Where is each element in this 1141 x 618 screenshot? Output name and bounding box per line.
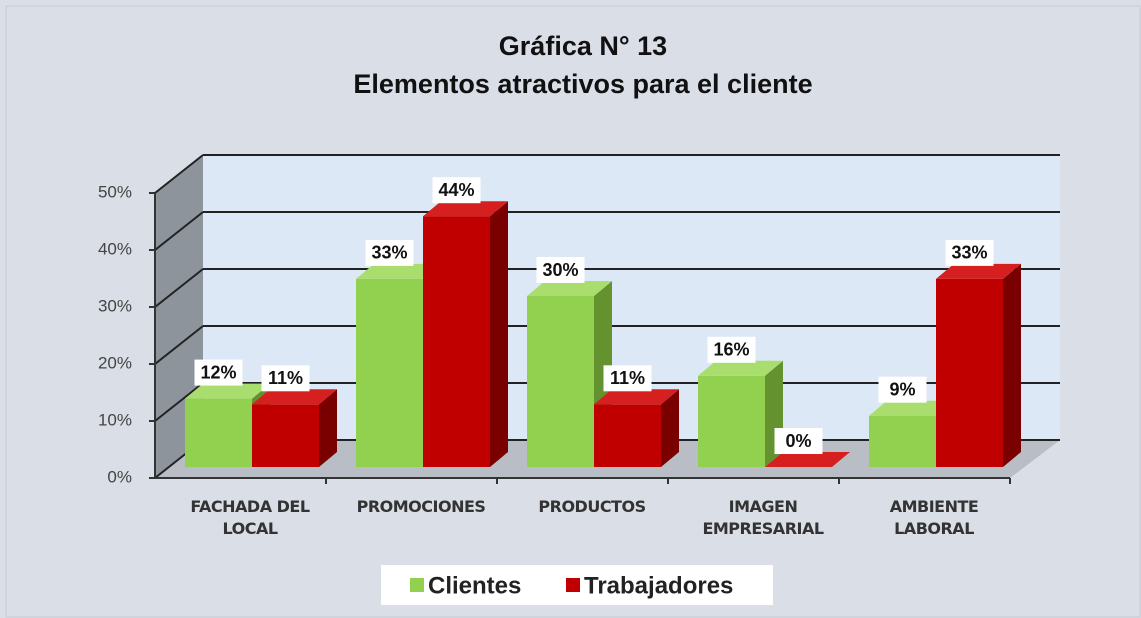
bar-top xyxy=(698,360,783,376)
data-label: 12% xyxy=(200,362,236,382)
grid-line xyxy=(154,154,204,194)
bar-top xyxy=(527,281,612,296)
bar-top xyxy=(594,389,679,405)
y-tick-label: 50% xyxy=(98,182,132,201)
label-bg xyxy=(261,365,310,392)
y-tick-label: 10% xyxy=(98,410,132,429)
bar-side xyxy=(1003,263,1021,467)
bar-front xyxy=(527,296,594,467)
grid-line xyxy=(154,325,204,365)
bar-front xyxy=(252,404,319,467)
label-bg xyxy=(945,239,994,266)
label-bg xyxy=(707,336,756,363)
bar-top xyxy=(423,201,508,217)
bar-side xyxy=(319,389,337,467)
bar-front xyxy=(356,278,423,467)
bar-top xyxy=(185,383,270,399)
bar-front xyxy=(594,404,661,467)
data-label: 44% xyxy=(438,180,474,200)
legend-swatch xyxy=(566,578,580,592)
y-tick-label: 20% xyxy=(98,353,132,372)
data-label: 16% xyxy=(713,340,749,360)
x-tick-label: IMAGEN EMPRESARIAL xyxy=(702,497,824,538)
data-label: 33% xyxy=(951,243,987,263)
bar-front xyxy=(936,278,1003,467)
bar-side xyxy=(490,201,508,467)
label-bg xyxy=(432,177,481,204)
legend-label: Trabajadores xyxy=(584,572,733,599)
data-label: 0% xyxy=(785,431,811,451)
chart-border xyxy=(5,5,1141,618)
x-tick-label: FACHADA DEL LOCAL xyxy=(190,497,310,538)
data-label: 11% xyxy=(268,368,303,388)
x-tick-label: PROMOCIONES xyxy=(356,497,486,516)
bar-top xyxy=(356,263,441,279)
grid-line xyxy=(154,211,204,251)
y-tick-label: 0% xyxy=(107,467,132,486)
data-label: 30% xyxy=(542,260,578,280)
legend-label: Clientes xyxy=(428,572,521,599)
label-bg xyxy=(774,428,823,454)
bar-top xyxy=(869,400,954,416)
bar-front xyxy=(869,415,936,467)
chart-subtitle: Elementos atractivos para el cliente xyxy=(353,69,812,99)
label-bg xyxy=(603,365,652,392)
bar-top xyxy=(765,452,850,467)
data-label: 9% xyxy=(889,379,915,399)
y-tick-label: 40% xyxy=(98,239,132,258)
bar-top xyxy=(252,389,337,405)
label-bg xyxy=(536,257,585,283)
chart-title: Gráfica N° 13 xyxy=(499,31,667,61)
label-bg xyxy=(365,239,414,266)
data-label: 33% xyxy=(371,243,407,263)
label-bg xyxy=(194,359,243,386)
bar-front xyxy=(185,398,252,467)
bar-side xyxy=(661,389,679,467)
bar-top xyxy=(936,263,1021,279)
data-label: 11% xyxy=(610,368,645,388)
x-tick-label: PRODUCTOS xyxy=(538,497,646,516)
y-tick-label: 30% xyxy=(98,296,132,315)
legend-swatch xyxy=(410,578,424,592)
bar-front xyxy=(698,375,765,467)
grid-line xyxy=(154,382,204,422)
bar-front xyxy=(423,216,490,467)
x-tick-label: AMBIENTE LABORAL xyxy=(889,497,979,538)
label-bg xyxy=(878,376,927,403)
grid-line xyxy=(154,268,204,308)
